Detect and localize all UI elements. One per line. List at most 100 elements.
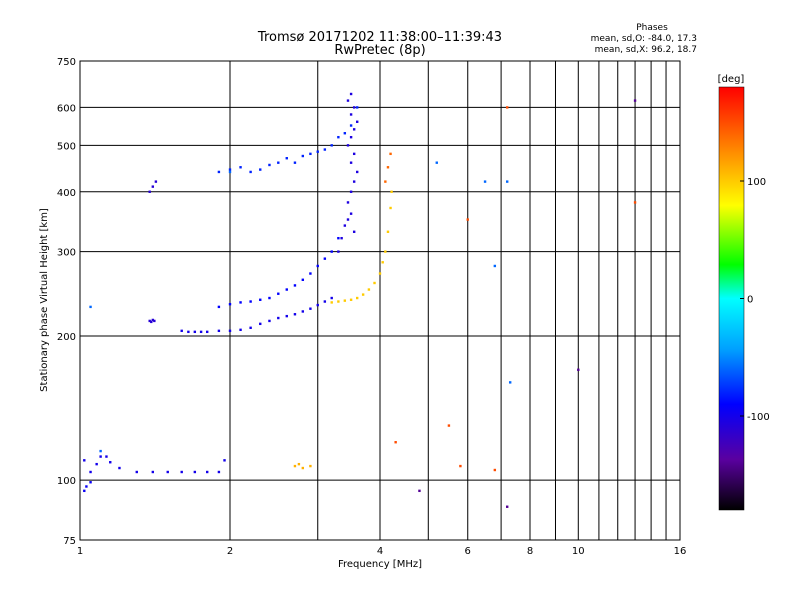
data-point: [505, 505, 509, 508]
data-point: [384, 250, 387, 253]
data-point: [83, 489, 86, 493]
data-point: [323, 300, 327, 303]
data-point: [301, 278, 305, 281]
data-point: [355, 296, 359, 300]
colorbar: [718, 86, 745, 511]
data-point: [378, 272, 382, 275]
data-point: [493, 468, 497, 472]
data-point: [355, 170, 359, 174]
data-point: [349, 124, 353, 127]
colorbar-ticks: 100 0 -100: [740, 177, 770, 423]
data-point: [223, 459, 226, 462]
data-point: [268, 319, 271, 323]
colorbar-label: [deg]: [718, 74, 745, 85]
data-point: [386, 166, 390, 169]
data-point: [381, 261, 384, 264]
phase-o-stats: mean, sd,O: -84.0, 17.3: [591, 34, 697, 44]
data-point: [483, 180, 487, 183]
data-point: [352, 180, 356, 183]
data-point: [459, 464, 462, 468]
data-point: [187, 330, 190, 334]
data-point: [337, 250, 340, 253]
y-tick-label: 200: [57, 332, 76, 343]
data-point: [633, 201, 637, 204]
data-point: [148, 190, 151, 193]
data-point: [301, 310, 305, 313]
data-point: [337, 236, 340, 240]
data-point: [268, 163, 271, 167]
data-point: [150, 320, 153, 324]
data-point: [330, 250, 333, 253]
y-tick-label: 500: [57, 141, 76, 152]
x-tick-label: 4: [377, 546, 383, 557]
data-point: [349, 190, 353, 193]
data-point: [633, 99, 637, 102]
data-point: [466, 218, 469, 221]
data-point: [316, 303, 319, 307]
data-point: [118, 466, 121, 470]
data-point: [297, 462, 301, 466]
y-axis-label: Stationary phase Virtual Height [km]: [39, 208, 50, 392]
data-point: [99, 455, 102, 458]
data-point: [330, 296, 333, 300]
data-point: [153, 319, 156, 323]
data-point: [249, 326, 252, 330]
colorbar-tick-label: 100: [747, 177, 766, 188]
y-tick-label: 750: [57, 57, 76, 68]
grid-lines: [80, 61, 680, 540]
data-point: [89, 470, 92, 474]
data-point: [89, 305, 92, 309]
data-point: [352, 106, 356, 109]
data-point: [346, 201, 350, 204]
data-point: [349, 135, 353, 139]
data-point: [193, 330, 197, 334]
chart-subtitle: RwPretec (8p): [334, 43, 425, 58]
data-point: [180, 329, 183, 333]
data-point: [239, 166, 242, 169]
data-point: [249, 300, 252, 303]
data-point: [330, 144, 333, 147]
data-point: [151, 318, 155, 322]
data-points: [83, 92, 637, 508]
data-point: [217, 305, 221, 309]
data-point: [228, 168, 232, 171]
data-point: [508, 381, 512, 384]
data-point: [349, 212, 353, 215]
data-point: [151, 185, 155, 188]
data-point: [205, 330, 209, 334]
data-point: [228, 329, 232, 333]
data-point: [135, 470, 138, 474]
data-point: [394, 441, 397, 444]
data-point: [343, 299, 347, 302]
data-point: [95, 462, 98, 466]
data-point: [259, 298, 262, 301]
data-point: [199, 330, 203, 334]
data-point: [352, 152, 356, 156]
data-point: [340, 236, 343, 240]
data-point: [373, 281, 376, 285]
data-point: [193, 470, 197, 474]
x-tick-label: 6: [465, 546, 471, 557]
x-tick-label: 10: [572, 546, 585, 557]
data-point: [217, 470, 221, 474]
data-point: [355, 120, 359, 123]
data-point: [239, 301, 242, 304]
data-point: [309, 152, 312, 156]
data-point: [105, 455, 108, 458]
data-point: [349, 113, 353, 116]
data-point: [390, 190, 393, 193]
data-point: [99, 449, 102, 453]
data-point: [447, 424, 451, 427]
data-point: [293, 464, 297, 468]
chart-title: Tromsø 20171202 11:38:00–11:39:43: [257, 30, 502, 45]
data-point: [309, 307, 312, 310]
data-point: [228, 302, 232, 306]
y-tick-label: 75: [63, 536, 76, 547]
data-point: [352, 128, 356, 131]
x-tick-label: 16: [674, 546, 687, 557]
data-point: [217, 170, 221, 174]
data-point: [330, 301, 333, 304]
colorbar-tick-label: -100: [747, 412, 770, 423]
x-tick-label: 8: [527, 546, 533, 557]
